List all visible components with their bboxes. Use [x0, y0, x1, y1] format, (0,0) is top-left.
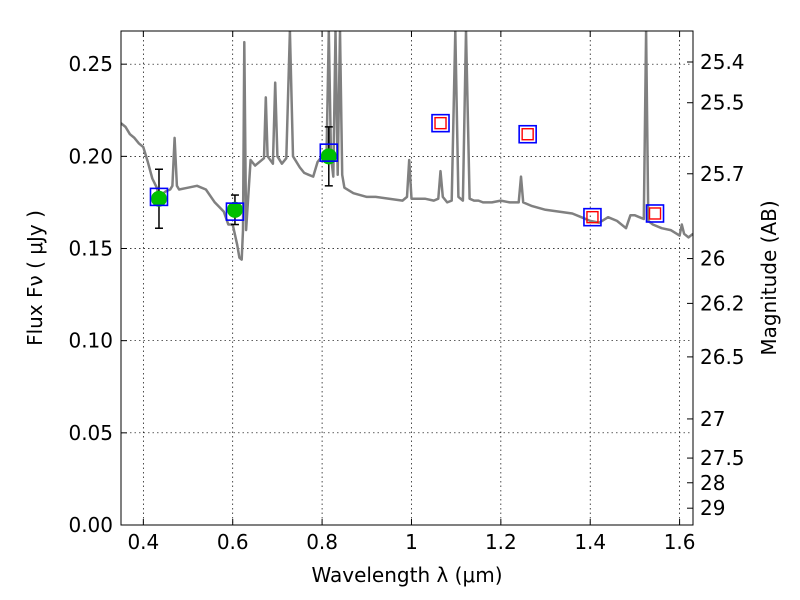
observed-point — [320, 148, 337, 165]
y-tick-label: 0.20 — [68, 144, 113, 168]
x-tick-label: 1.4 — [574, 530, 606, 554]
predicted-flux-marker — [648, 207, 662, 220]
y2-tick-label: 25.4 — [700, 50, 745, 74]
predicted-flux-marker — [586, 210, 599, 224]
model-flux-marker — [645, 204, 665, 223]
plot-area — [121, 31, 693, 525]
y2-tick-label: 26.2 — [700, 291, 745, 315]
x-tick-label: 1 — [405, 530, 418, 554]
y2-tick-label: 26 — [700, 247, 725, 271]
y2-tick-label: 26.5 — [700, 345, 745, 369]
model-flux-marker — [149, 187, 169, 207]
model-flux-marker — [583, 207, 602, 227]
x-tick-label: 0.8 — [306, 530, 338, 554]
y2-tick-label: 27 — [700, 407, 725, 431]
y-tick-label: 0.10 — [68, 329, 113, 353]
x-tick-label: 1.6 — [664, 530, 696, 554]
model-flux-marker — [431, 113, 450, 133]
y2-tick-label: 28 — [700, 471, 725, 495]
model-flux-marker — [319, 143, 339, 162]
y2-tick-label: 27.5 — [700, 446, 745, 470]
observed-point — [150, 190, 167, 207]
y2-tick-label: 29 — [700, 496, 725, 520]
y-axis-title: Flux Fν ( μJy ) — [23, 210, 47, 346]
x-tick-label: 1.2 — [485, 530, 517, 554]
observed-point — [226, 201, 243, 218]
x-axis-title: Wavelength λ (μm) — [311, 563, 502, 587]
y-tick-label: 0.15 — [68, 237, 113, 261]
y-tick-label: 0.00 — [68, 513, 113, 537]
y-tick-label: 0.05 — [68, 421, 113, 445]
x-tick-label: 0.4 — [127, 530, 159, 554]
predicted-flux-marker — [434, 116, 447, 130]
ticks: 0.4 0.6 0.8 1 1.2 1.4 1.6 0.00 0.05 0.10 0.15 0.20 0… — [68, 31, 745, 554]
y2-tick-label: 25.7 — [700, 162, 745, 186]
markers-layer — [149, 113, 665, 229]
predicted-flux-marker — [521, 128, 534, 141]
model-flux-marker — [225, 202, 245, 221]
y2-tick-label: 25.5 — [700, 91, 745, 115]
y-tick-label: 0.25 — [68, 52, 113, 76]
x-tick-label: 0.6 — [217, 530, 249, 554]
y2-axis-title: Magnitude (AB) — [757, 200, 781, 355]
model-flux-marker — [518, 124, 537, 144]
plot-frame — [120, 30, 694, 526]
